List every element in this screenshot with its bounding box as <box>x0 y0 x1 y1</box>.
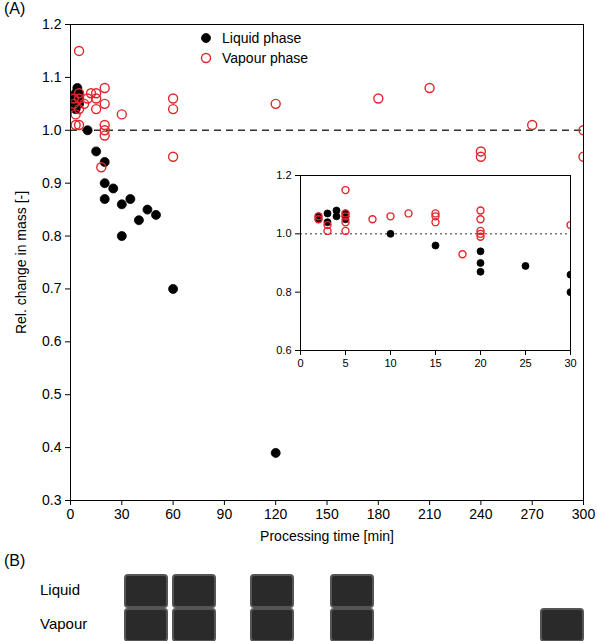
svg-text:300: 300 <box>572 506 596 522</box>
svg-text:Rel. change in mass [-]: Rel. change in mass [-] <box>13 191 29 334</box>
svg-text:0.6: 0.6 <box>42 333 62 349</box>
svg-text:90: 90 <box>217 506 233 522</box>
svg-text:0: 0 <box>297 357 303 369</box>
svg-text:15: 15 <box>429 357 441 369</box>
svg-text:10: 10 <box>384 357 396 369</box>
html-text:Vapour: Vapour <box>40 615 88 632</box>
svg-text:0.3: 0.3 <box>42 492 62 508</box>
svg-text:0.7: 0.7 <box>42 280 62 296</box>
svg-text:0.6: 0.6 <box>276 344 291 356</box>
svg-text:20: 20 <box>474 357 486 369</box>
svg-text:0: 0 <box>67 506 75 522</box>
svg-text:30: 30 <box>114 506 130 522</box>
svg-text:1.2: 1.2 <box>42 16 62 32</box>
svg-text:25: 25 <box>519 357 531 369</box>
svg-text:5: 5 <box>342 357 348 369</box>
svg-text:0.4: 0.4 <box>42 439 62 455</box>
svg-text:120: 120 <box>264 506 288 522</box>
svg-text:240: 240 <box>469 506 493 522</box>
svg-text:Processing time [min]: Processing time [min] <box>260 528 394 544</box>
html-text:Liquid: Liquid <box>40 581 80 598</box>
svg-text:1.2: 1.2 <box>276 169 291 181</box>
svg-text:0.8: 0.8 <box>42 228 62 244</box>
html-text:(A): (A) <box>4 0 26 17</box>
html-text:Liquid phase: Liquid phase <box>222 30 302 46</box>
html-text:Vapour phase: Vapour phase <box>222 50 309 66</box>
svg-text:60: 60 <box>165 506 181 522</box>
svg-text:30: 30 <box>564 357 576 369</box>
html-text:(B): (B) <box>4 552 26 569</box>
svg-text:150: 150 <box>315 506 339 522</box>
svg-text:1.1: 1.1 <box>42 69 62 85</box>
svg-text:0.9: 0.9 <box>42 175 62 191</box>
svg-text:180: 180 <box>367 506 391 522</box>
svg-text:0.5: 0.5 <box>42 386 62 402</box>
svg-text:1.0: 1.0 <box>42 122 62 138</box>
svg-text:0.8: 0.8 <box>276 286 291 298</box>
svg-text:210: 210 <box>418 506 442 522</box>
svg-text:270: 270 <box>521 506 545 522</box>
svg-text:1.0: 1.0 <box>276 227 291 239</box>
